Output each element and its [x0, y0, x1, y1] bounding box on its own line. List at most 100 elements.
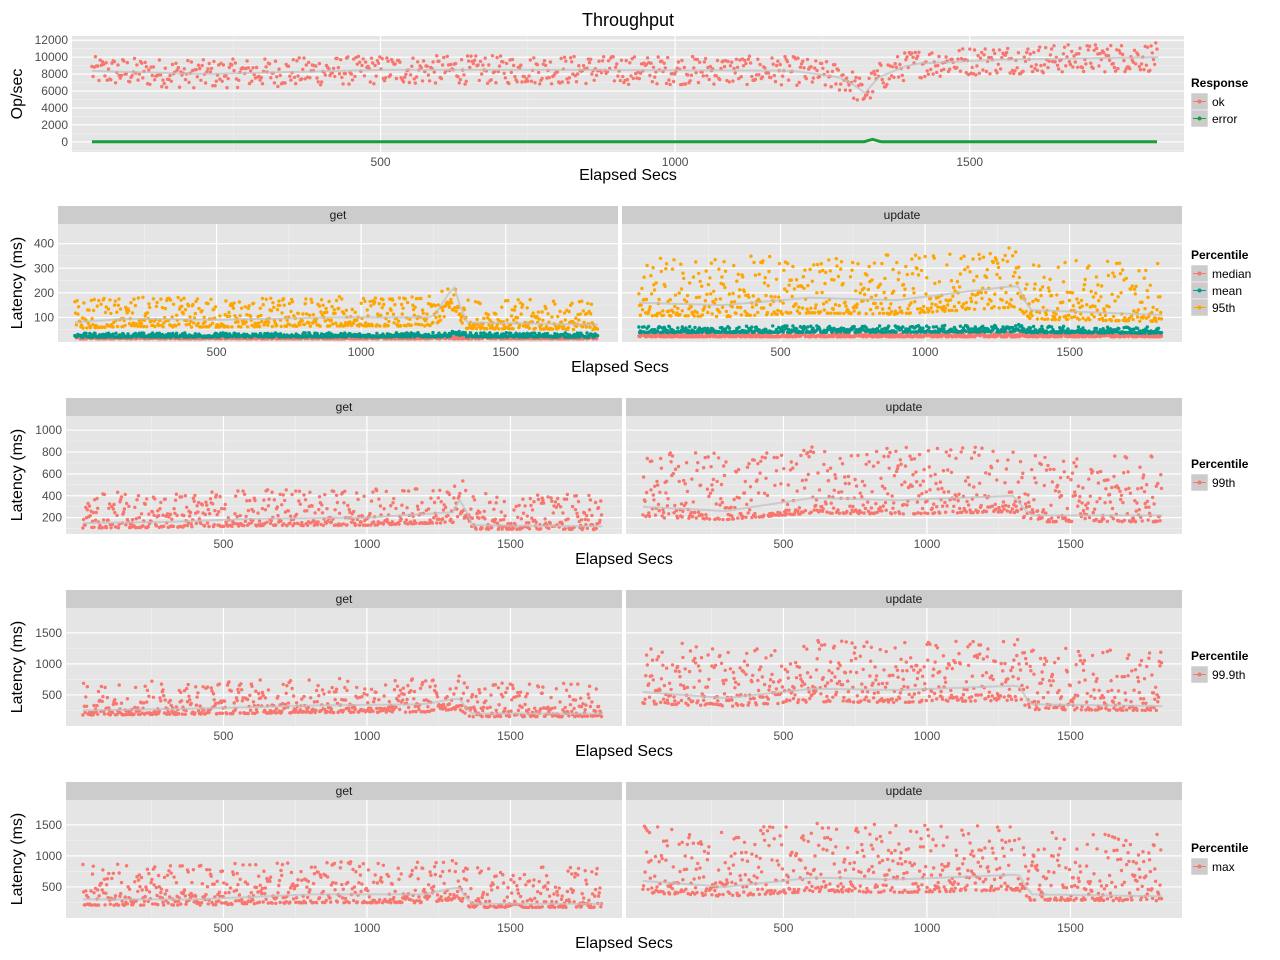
data-point [353, 310, 357, 314]
data-point [399, 324, 403, 328]
data-point [91, 323, 95, 327]
data-point [1106, 54, 1111, 58]
data-point [681, 271, 685, 275]
data-point [967, 306, 971, 311]
data-point [128, 80, 132, 84]
data-point [97, 78, 101, 83]
data-point [445, 54, 449, 58]
data-point [817, 74, 822, 79]
data-point [1047, 59, 1051, 63]
data-point [637, 292, 641, 296]
data-point [279, 324, 283, 329]
data-point [812, 263, 816, 267]
data-point [324, 306, 328, 311]
data-point [425, 312, 429, 316]
data-point [109, 311, 113, 316]
data-point [686, 73, 690, 77]
data-point [332, 308, 336, 312]
data-point [896, 277, 900, 282]
data-point [480, 72, 484, 76]
data-point [528, 58, 532, 62]
data-point [928, 296, 933, 301]
data-point [386, 59, 390, 63]
data-point [1093, 43, 1098, 47]
data-point [478, 301, 482, 306]
data-point [705, 74, 709, 78]
data-point [82, 301, 86, 305]
data-point [317, 61, 322, 66]
data-point [1084, 62, 1088, 66]
data-point [320, 80, 324, 84]
data-point [287, 301, 292, 306]
data-point [133, 303, 138, 308]
data-point [958, 324, 963, 328]
data-point [421, 311, 425, 315]
data-point [104, 61, 108, 65]
data-point [858, 291, 862, 295]
data-point [208, 70, 213, 74]
data-point [852, 324, 856, 329]
data-point [417, 322, 421, 327]
data-point [517, 66, 522, 70]
data-point [695, 310, 699, 315]
data-point [272, 305, 276, 309]
data-point [862, 286, 866, 290]
data-point [978, 56, 983, 60]
data-point [854, 305, 859, 310]
data-point [450, 301, 454, 305]
data-point [574, 80, 579, 84]
data-point [943, 323, 947, 328]
data-point [400, 312, 404, 316]
data-point [567, 76, 572, 80]
data-point [259, 75, 263, 80]
data-point [570, 60, 574, 64]
data-point [289, 78, 293, 82]
data-point [267, 62, 272, 66]
data-point [962, 254, 966, 258]
data-point [292, 75, 297, 80]
data-point [361, 57, 365, 61]
data-point [768, 303, 773, 307]
data-point [475, 317, 479, 322]
data-point [504, 61, 509, 66]
data-point [1030, 69, 1035, 74]
data-point [206, 67, 210, 71]
data-point [1107, 58, 1112, 62]
data-point [1061, 324, 1066, 328]
data-point [1008, 71, 1012, 75]
data-point [668, 298, 672, 302]
data-point [901, 282, 906, 287]
data-point [656, 55, 660, 59]
data-point [745, 82, 749, 87]
data-point [191, 302, 195, 307]
data-point [525, 306, 529, 310]
data-point [952, 304, 957, 309]
data-point [414, 75, 419, 79]
data-point [1119, 44, 1124, 48]
data-point [947, 308, 951, 313]
data-point [507, 81, 511, 86]
data-point [1156, 326, 1161, 330]
data-point [650, 80, 654, 84]
data-point [177, 322, 181, 326]
data-point [865, 273, 869, 277]
data-point [700, 313, 705, 317]
data-point [227, 314, 232, 318]
data-point [590, 72, 594, 76]
data-point [630, 57, 634, 61]
data-point [277, 299, 281, 303]
data-point [519, 63, 523, 67]
data-point [374, 74, 378, 78]
data-point [814, 59, 818, 63]
data-point [677, 291, 681, 295]
data-point [589, 57, 593, 61]
data-point [340, 297, 344, 301]
data-point [343, 331, 347, 335]
data-point [394, 76, 399, 81]
data-point [640, 286, 644, 291]
y-tick-label: 10000 [35, 50, 69, 64]
plot-panel [72, 36, 1184, 152]
x-tick-label: 1000 [662, 155, 689, 169]
data-point [91, 74, 95, 79]
data-point [692, 66, 696, 70]
